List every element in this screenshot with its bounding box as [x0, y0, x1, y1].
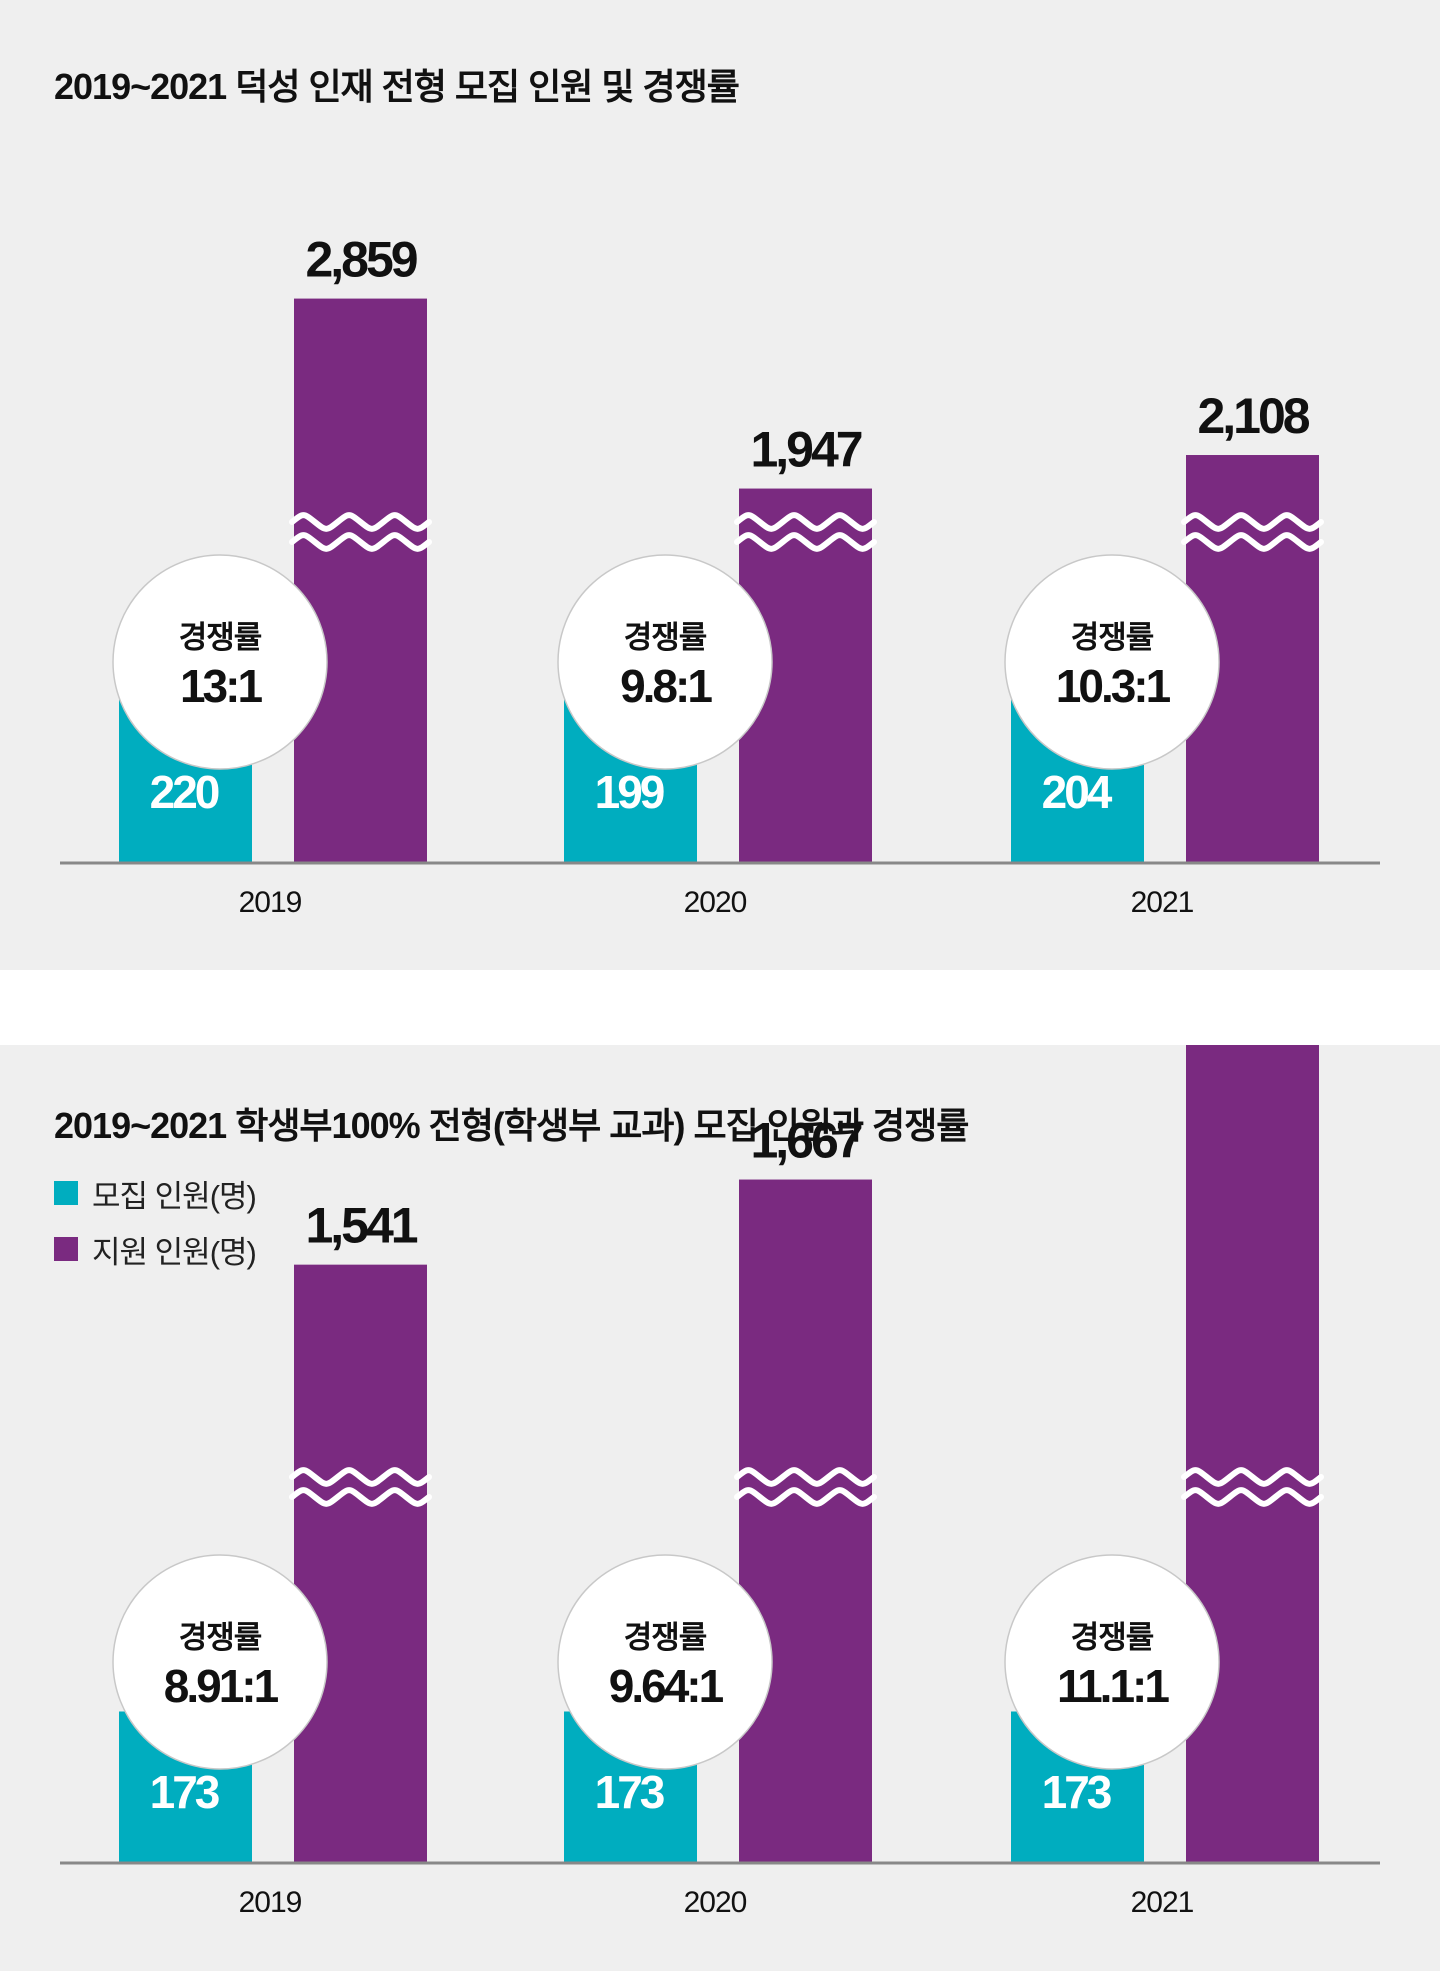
- ratio-circle: [1004, 554, 1220, 770]
- data-label-applicant: 2,859: [305, 232, 416, 288]
- bar-applicant-2021: [1186, 1045, 1319, 1862]
- x-tick-label: 2021: [1131, 886, 1194, 919]
- ratio-title: 경쟁률: [624, 1620, 707, 1655]
- legend-swatch-applicant: [54, 1237, 78, 1261]
- data-label-applicant: 1,667: [750, 1113, 861, 1169]
- axis-break-wave: [289, 1487, 432, 1507]
- chart-panel-2: 2019~2021 학생부100% 전형(학생부 교과) 모집 인원과 경쟁률 …: [0, 1045, 1440, 1971]
- data-label-applicant: 1,947: [750, 422, 861, 478]
- ratio-value: 10.3:1: [1056, 660, 1171, 712]
- bar-applicant-2020: [739, 1179, 872, 1862]
- ratio-value: 13:1: [180, 660, 262, 712]
- legend-swatch-recruit: [54, 1181, 78, 1205]
- x-tick-label: 2020: [684, 1886, 747, 1919]
- x-tick-label: 2021: [1131, 1886, 1194, 1919]
- data-label-recruit: 199: [595, 766, 664, 818]
- axis-break-wave: [734, 1467, 877, 1487]
- chart-title: 2019~2021 학생부100% 전형(학생부 교과) 모집 인원과 경쟁률: [54, 1105, 969, 1146]
- axis-break-wave: [289, 532, 432, 552]
- ratio-value: 8.91:1: [164, 1660, 279, 1712]
- ratio-circle: [557, 1554, 773, 1770]
- ratio-circle: [557, 554, 773, 770]
- chart-title: 2019~2021 덕성 인재 전형 모집 인원 및 경쟁률: [54, 66, 740, 107]
- legend-label-recruit: 모집 인원(명): [92, 1178, 257, 1214]
- data-label-recruit: 220: [150, 766, 219, 818]
- bar-applicant-2019: [294, 298, 427, 862]
- ratio-title: 경쟁률: [624, 620, 707, 655]
- axis-break-wave: [1181, 532, 1324, 552]
- ratio-title: 경쟁률: [179, 620, 262, 655]
- ratio-circle: [112, 1554, 328, 1770]
- chart-1-svg: 2,859 경쟁률 13:1 220 2019 1,947 경쟁률 9.8:1 199 2020 2…: [60, 232, 1380, 919]
- data-label-recruit: 173: [1042, 1766, 1111, 1818]
- x-tick-label: 2019: [239, 886, 302, 919]
- axis-break-wave: [734, 1487, 877, 1507]
- legend-item-applicant: 지원 인원(명): [54, 1229, 257, 1270]
- axis-break-wave: [1181, 1467, 1324, 1487]
- data-label-applicant: 2,108: [1197, 388, 1309, 444]
- chart-2-svg: 1,541 경쟁률 8.91:1 173 2019 1,667 경쟁률 9.64:1 173 20…: [60, 1045, 1380, 1919]
- legend-label-applicant: 지원 인원(명): [92, 1234, 257, 1270]
- data-label-applicant: 1,541: [305, 1198, 417, 1254]
- data-label-recruit: 204: [1042, 766, 1113, 818]
- ratio-title: 경쟁률: [1071, 620, 1154, 655]
- ratio-circle: [112, 554, 328, 770]
- ratio-title: 경쟁률: [179, 1620, 262, 1655]
- axis-break-wave: [1181, 1487, 1324, 1507]
- ratio-value: 11.1:1: [1057, 1660, 1169, 1712]
- axis-break-wave: [289, 512, 432, 532]
- x-tick-label: 2019: [239, 1886, 302, 1919]
- legend-item-recruit: 모집 인원(명): [54, 1173, 257, 1214]
- ratio-title: 경쟁률: [1071, 1620, 1154, 1655]
- ratio-value: 9.8:1: [620, 660, 712, 712]
- ratio-circle: [1004, 1554, 1220, 1770]
- chart-panel-1: 2019~2021 덕성 인재 전형 모집 인원 및 경쟁률 2,859 경쟁률 1…: [0, 0, 1440, 970]
- data-label-recruit: 173: [595, 1766, 664, 1818]
- axis-break-wave: [1181, 512, 1324, 532]
- axis-break-wave: [734, 512, 877, 532]
- bar-applicant-2019: [294, 1264, 427, 1862]
- legend: 모집 인원(명) 지원 인원(명): [54, 1173, 257, 1285]
- axis-break-wave: [734, 532, 877, 552]
- ratio-value: 9.64:1: [609, 1660, 724, 1712]
- x-tick-label: 2020: [684, 886, 747, 919]
- axis-break-wave: [289, 1467, 432, 1487]
- data-label-recruit: 173: [150, 1766, 219, 1818]
